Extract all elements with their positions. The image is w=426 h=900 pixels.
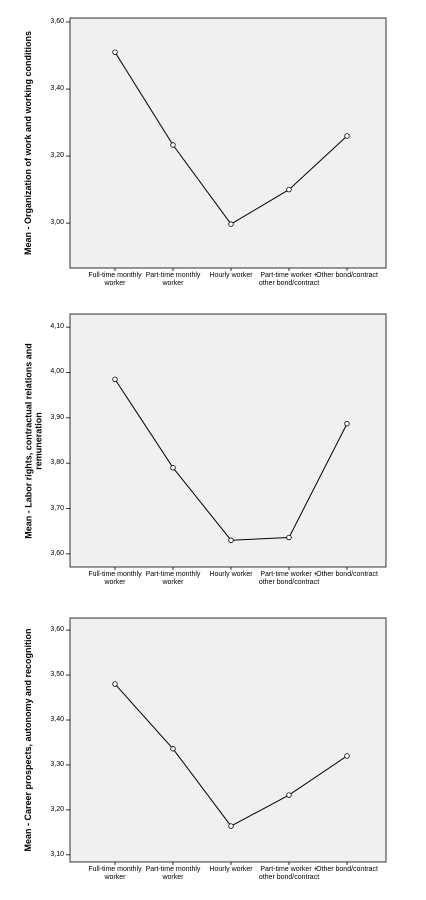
x-tick-label: Full-time monthly worker bbox=[88, 866, 142, 881]
point bbox=[228, 537, 234, 543]
point bbox=[286, 534, 292, 541]
x-tick-label: Hourly worker bbox=[209, 272, 253, 279]
point bbox=[228, 823, 234, 829]
y-tick-label: 3,40 bbox=[50, 85, 64, 93]
y-tick-label: 3,60 bbox=[50, 18, 64, 26]
y-axis-label: Mean - Career prospects, autonomy and re… bbox=[23, 628, 33, 852]
y-tick-label: 4,10 bbox=[50, 323, 64, 331]
y-tick-label: 3,70 bbox=[50, 504, 64, 512]
x-tick-label: Other bond/contract bbox=[316, 272, 378, 279]
y-tick-label: 3,40 bbox=[50, 716, 64, 723]
point bbox=[170, 142, 176, 148]
x-tick-label: Part-time monthly worker bbox=[145, 272, 201, 287]
point bbox=[228, 221, 234, 227]
x-tick-label: Hourly worker bbox=[209, 866, 253, 873]
point bbox=[170, 746, 176, 752]
y-tick-label: 4,00 bbox=[50, 368, 64, 376]
y-tick-label: 3,60 bbox=[50, 549, 64, 557]
plot-area bbox=[69, 313, 387, 568]
point bbox=[170, 465, 176, 471]
point bbox=[344, 753, 350, 759]
point bbox=[112, 681, 118, 687]
x-tick-label: Full-time monthly worker bbox=[88, 272, 142, 287]
y-tick-label: 3,00 bbox=[50, 219, 64, 227]
x-tick-label: Part-time worker + other bond/contract bbox=[258, 571, 320, 586]
point bbox=[286, 186, 292, 193]
y-tick-label: 3,90 bbox=[50, 413, 64, 421]
y-tick-label: 3,10 bbox=[50, 850, 64, 858]
y-tick-label: 3,20 bbox=[50, 152, 64, 160]
x-tick-label: Other bond/contract bbox=[316, 866, 378, 873]
plot-area bbox=[69, 17, 387, 269]
x-tick-label: Part-time monthly worker bbox=[145, 866, 201, 881]
x-tick-label: Other bond/contract bbox=[316, 571, 378, 578]
x-tick-label: Part-time worker + other bond/contract bbox=[258, 272, 320, 287]
point bbox=[344, 421, 350, 427]
x-tick-label: Part-time monthly worker bbox=[145, 571, 201, 586]
x-tick-label: Part-time worker + other bond/contract bbox=[258, 866, 320, 881]
y-axis-label: Mean - Organization of work and working … bbox=[23, 31, 33, 256]
plot-area bbox=[69, 617, 387, 863]
point bbox=[286, 792, 292, 798]
point bbox=[344, 133, 350, 139]
point bbox=[112, 376, 118, 382]
x-tick-label: Hourly worker bbox=[209, 571, 253, 578]
point bbox=[112, 49, 118, 55]
y-axis-label: Mean - Labor rights, contractual relatio… bbox=[23, 342, 43, 539]
y-tick-label: 3,50 bbox=[50, 671, 64, 679]
y-tick-label: 3,80 bbox=[50, 459, 64, 467]
y-tick-label: 3,20 bbox=[50, 805, 64, 813]
y-tick-label: 3,60 bbox=[50, 626, 64, 634]
y-tick-label: 3,30 bbox=[50, 760, 64, 768]
x-tick-label: Full-time monthly worker bbox=[88, 571, 142, 586]
